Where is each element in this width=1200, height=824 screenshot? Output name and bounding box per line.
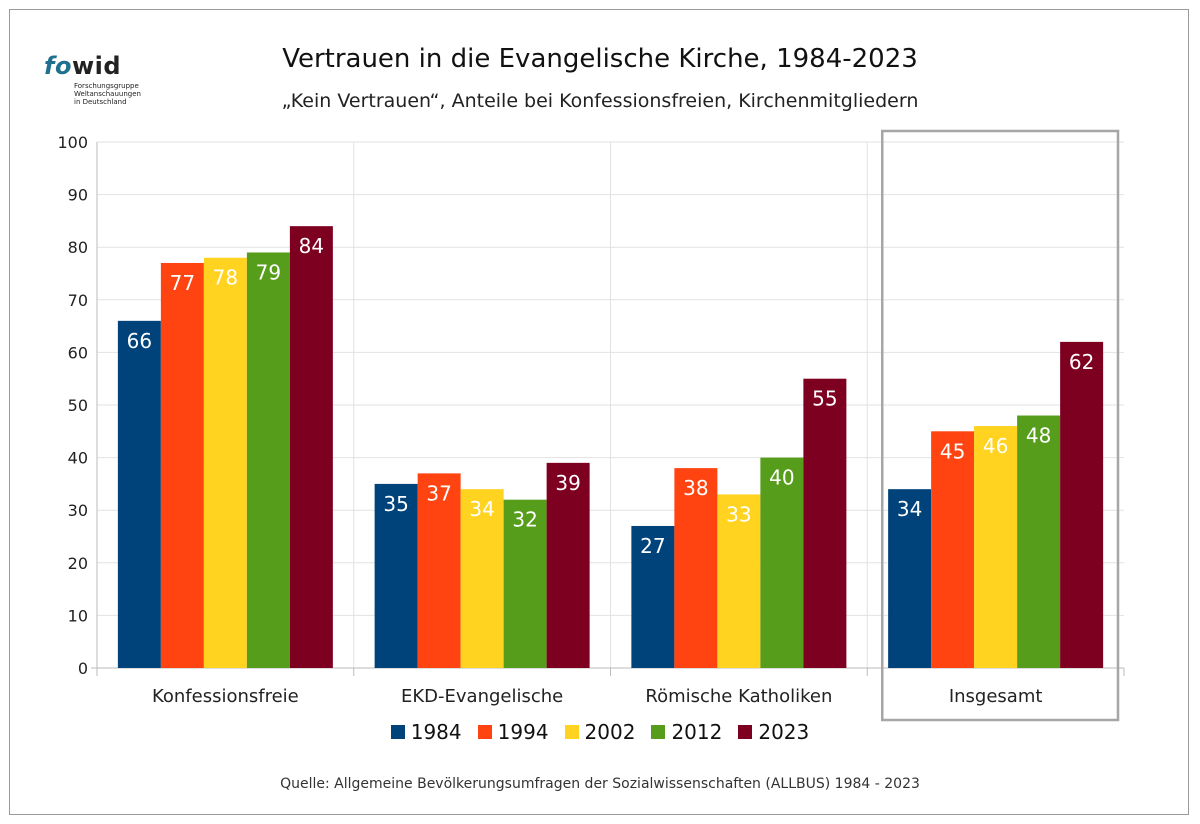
legend-label: 2002 xyxy=(584,720,636,744)
data-label: 34 xyxy=(469,497,494,521)
bar-2002 xyxy=(203,257,247,668)
bar-2023 xyxy=(546,462,590,668)
data-label: 34 xyxy=(897,497,922,521)
legend-label: 1984 xyxy=(410,720,462,744)
logo-fo: fo xyxy=(44,52,72,80)
data-label: 40 xyxy=(769,466,794,490)
legend-label: 2023 xyxy=(758,720,810,744)
highlight-box xyxy=(881,129,1120,722)
y-tick-label: 70 xyxy=(68,291,88,310)
bar-2012 xyxy=(760,457,804,668)
bar-2002 xyxy=(974,426,1018,668)
logo-wordmark: fowid xyxy=(44,52,121,80)
bar-2012 xyxy=(246,252,290,668)
data-label: 35 xyxy=(383,492,408,516)
y-tick-label: 10 xyxy=(68,606,88,625)
data-label: 78 xyxy=(213,266,238,290)
legend-label: 2012 xyxy=(671,720,723,744)
data-label: 46 xyxy=(983,434,1008,458)
data-label: 39 xyxy=(555,471,580,495)
data-label: 38 xyxy=(683,476,708,500)
bar-1984 xyxy=(117,320,161,668)
legend-swatch xyxy=(477,725,492,739)
y-tick-label: 0 xyxy=(78,659,88,678)
y-tick-label: 100 xyxy=(57,133,88,152)
category-label: Insgesamt xyxy=(949,686,1043,707)
bar-2002 xyxy=(460,489,504,668)
bar-2012 xyxy=(503,499,547,668)
data-label: 66 xyxy=(127,329,152,353)
bar-1984 xyxy=(631,525,675,668)
data-label: 45 xyxy=(940,439,965,463)
y-tick-label: 50 xyxy=(68,396,88,415)
bar-1994 xyxy=(417,473,461,668)
data-label: 37 xyxy=(426,481,451,505)
data-label: 77 xyxy=(170,271,195,295)
bar-1984 xyxy=(374,483,418,668)
category-label: Konfessionsfreie xyxy=(152,686,299,707)
data-label: 48 xyxy=(1026,424,1051,448)
y-tick-label: 90 xyxy=(68,186,88,205)
data-label: 27 xyxy=(640,534,665,558)
logo-wid: wid xyxy=(71,52,122,80)
data-label: 32 xyxy=(512,508,537,532)
logo-tagline: Forschungsgruppe Weltanschauungen in Deu… xyxy=(74,82,141,106)
legend-item: 2012 xyxy=(651,720,722,744)
category-label: EKD-Evangelische xyxy=(401,686,563,707)
bar-2012 xyxy=(1017,415,1061,668)
source-note: Quelle: Allgemeine Bevölkerungsumfragen … xyxy=(280,776,920,792)
legend-item: 2002 xyxy=(564,720,636,744)
legend-swatch xyxy=(564,725,579,739)
data-label: 33 xyxy=(726,502,751,526)
legend: 1984 1994 2002 2012 2023 xyxy=(0,720,1200,744)
y-tick-label: 30 xyxy=(68,501,88,520)
bar-1984 xyxy=(888,489,932,668)
data-label: 79 xyxy=(256,260,281,284)
bar-1994 xyxy=(931,431,975,668)
bar-2023 xyxy=(1060,341,1104,668)
legend-swatch xyxy=(390,725,405,739)
y-tick-label: 80 xyxy=(68,238,88,257)
y-tick-label: 20 xyxy=(68,554,88,573)
fowid-logo: fowid Forschungsgruppe Weltanschauungen … xyxy=(44,52,154,112)
legend-item: 1984 xyxy=(390,720,462,744)
legend-swatch xyxy=(738,725,753,739)
data-label: 62 xyxy=(1069,350,1094,374)
legend-item: 2023 xyxy=(738,720,809,744)
category-label: Römische Katholiken xyxy=(645,686,832,707)
bar-2023 xyxy=(289,226,333,668)
legend-item: 1994 xyxy=(477,720,549,744)
y-tick-label: 60 xyxy=(68,343,88,362)
chart-title: Vertrauen in die Evangelische Kirche, 19… xyxy=(282,44,918,74)
bar-2002 xyxy=(717,494,761,668)
legend-label: 1994 xyxy=(497,720,549,744)
bar-1994 xyxy=(674,468,718,668)
data-label: 84 xyxy=(299,234,324,258)
y-tick-label: 40 xyxy=(68,449,88,468)
bar-1994 xyxy=(160,262,204,668)
bar-2023 xyxy=(803,378,847,668)
legend-swatch xyxy=(651,725,666,739)
chart-subtitle: „Kein Vertrauen“, Anteile bei Konfession… xyxy=(281,90,919,112)
data-label: 55 xyxy=(812,387,837,411)
